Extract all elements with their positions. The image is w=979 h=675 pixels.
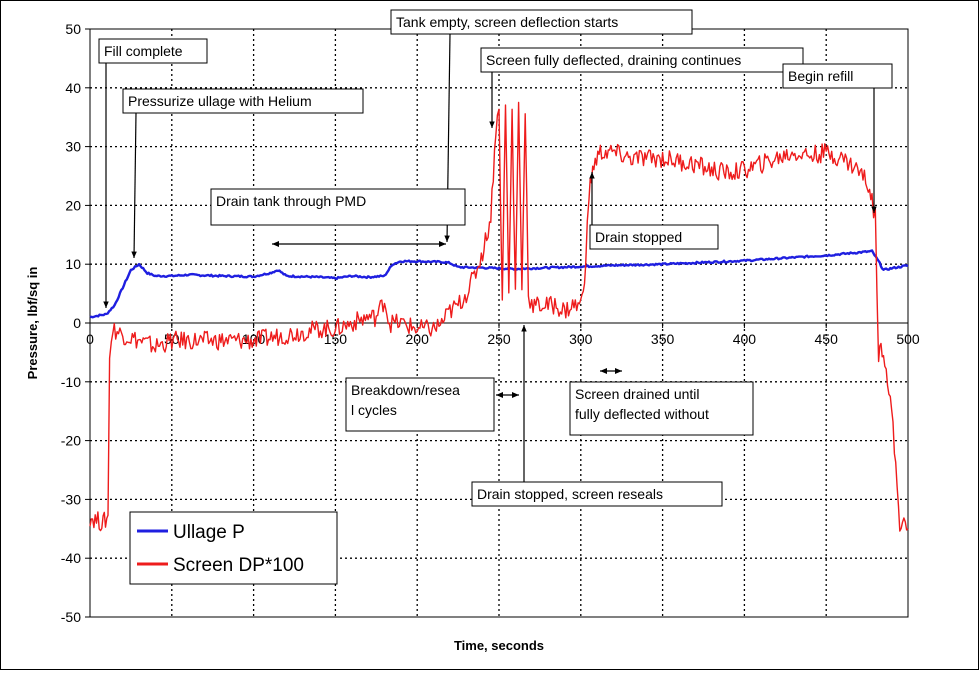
annotation: Screen drained until fully deflected with… xyxy=(569,368,754,436)
y-tick-label: 10 xyxy=(65,256,81,272)
annotation-text: fully deflected without xyxy=(575,406,709,422)
annotation: Drain tank through PMD xyxy=(210,188,466,247)
annotation: Begin refill xyxy=(782,63,893,213)
annotation: Breakdown/resea l cycles xyxy=(345,377,519,432)
annotation: Fill complete xyxy=(98,38,208,308)
series-line-screen-dp xyxy=(89,101,909,532)
y-tick-label: -30 xyxy=(61,491,81,507)
y-tick-label: -40 xyxy=(61,550,81,566)
y-tick-label: 0 xyxy=(73,315,81,331)
arrow-head xyxy=(871,206,877,213)
annotation-box xyxy=(471,481,723,507)
x-axis-label: Time, seconds xyxy=(454,638,544,653)
x-tick-label: 400 xyxy=(733,331,757,347)
annotation: Screen fully deflected, draining continu… xyxy=(480,47,804,128)
annotation-box xyxy=(98,38,208,64)
annotation-text: Breakdown/resea xyxy=(351,382,460,398)
y-tick-label: 20 xyxy=(65,197,81,213)
y-tick-label: 30 xyxy=(65,139,81,155)
arrow-head xyxy=(272,241,279,247)
annotation-text: Begin refill xyxy=(788,68,853,84)
annotation-text: Drain stopped, screen reseals xyxy=(477,486,663,502)
x-tick-label: 150 xyxy=(324,331,348,347)
x-tick-label: 250 xyxy=(487,331,511,347)
legend-label: Screen DP*100 xyxy=(173,555,304,576)
legend: Ullage P Screen DP*100 xyxy=(129,511,338,585)
x-tick-label: 300 xyxy=(569,331,593,347)
arrow-head xyxy=(439,241,446,247)
annotations: Fill complete Pressurize ullage with Heli… xyxy=(98,9,893,507)
annotation: Pressurize ullage with Helium xyxy=(122,88,364,259)
legend-box xyxy=(129,511,338,585)
annotation: Drain stopped, screen reseals xyxy=(471,325,723,507)
annotation-text: Tank empty, screen deflection starts xyxy=(396,14,618,30)
annotation-text: Screen drained until xyxy=(575,386,700,402)
y-tick-label: 40 xyxy=(65,80,81,96)
annotation-text: Screen fully deflected, draining continu… xyxy=(486,52,741,68)
y-tick-label: 50 xyxy=(65,21,81,37)
data-series xyxy=(89,101,909,532)
annotation-leader xyxy=(133,112,137,259)
annotation-text: Drain stopped xyxy=(595,229,682,245)
legend-label: Ullage P xyxy=(173,522,245,543)
series-line-ullage-p xyxy=(89,249,909,319)
annotation-box xyxy=(569,381,754,436)
y-tick-label: -20 xyxy=(61,433,81,449)
annotation-box xyxy=(122,88,364,114)
annotation-box xyxy=(210,188,466,226)
annotation-box xyxy=(390,9,693,35)
x-tick-label: 0 xyxy=(86,331,94,347)
arrow-head xyxy=(444,235,450,242)
x-tick-label: 200 xyxy=(406,331,430,347)
arrow-head xyxy=(615,368,622,374)
arrow-head xyxy=(489,121,495,128)
arrow-head xyxy=(496,392,503,398)
arrow-head xyxy=(589,172,595,179)
annotation-box xyxy=(589,224,719,250)
annotation-text: Pressurize ullage with Helium xyxy=(128,93,312,109)
annotation: Drain stopped xyxy=(589,172,719,250)
annotation-box xyxy=(782,63,893,89)
arrow-head xyxy=(512,392,519,398)
arrow-head xyxy=(521,325,527,332)
y-tick-label: -50 xyxy=(61,609,81,625)
arrow-head xyxy=(600,368,607,374)
x-tick-label: 350 xyxy=(651,331,675,347)
annotation: Tank empty, screen deflection starts xyxy=(390,9,693,243)
annotation-box xyxy=(480,47,804,73)
annotation-text: Drain tank through PMD xyxy=(216,193,366,209)
x-tick-label: 450 xyxy=(815,331,839,347)
arrow-head xyxy=(103,301,109,308)
arrow-head xyxy=(131,251,137,258)
y-tick-label: -10 xyxy=(61,374,81,390)
annotation-text: Fill complete xyxy=(104,43,183,59)
y-axis-label: Pressure, lbf/sq in xyxy=(25,267,40,380)
annotation-text: l cycles xyxy=(351,402,397,418)
annotation-box xyxy=(345,377,495,432)
y-axis-ticks: 50 40 30 20 10 0 -10 -20 -30 -40 -50 xyxy=(61,21,90,625)
x-tick-label: 500 xyxy=(896,331,920,347)
